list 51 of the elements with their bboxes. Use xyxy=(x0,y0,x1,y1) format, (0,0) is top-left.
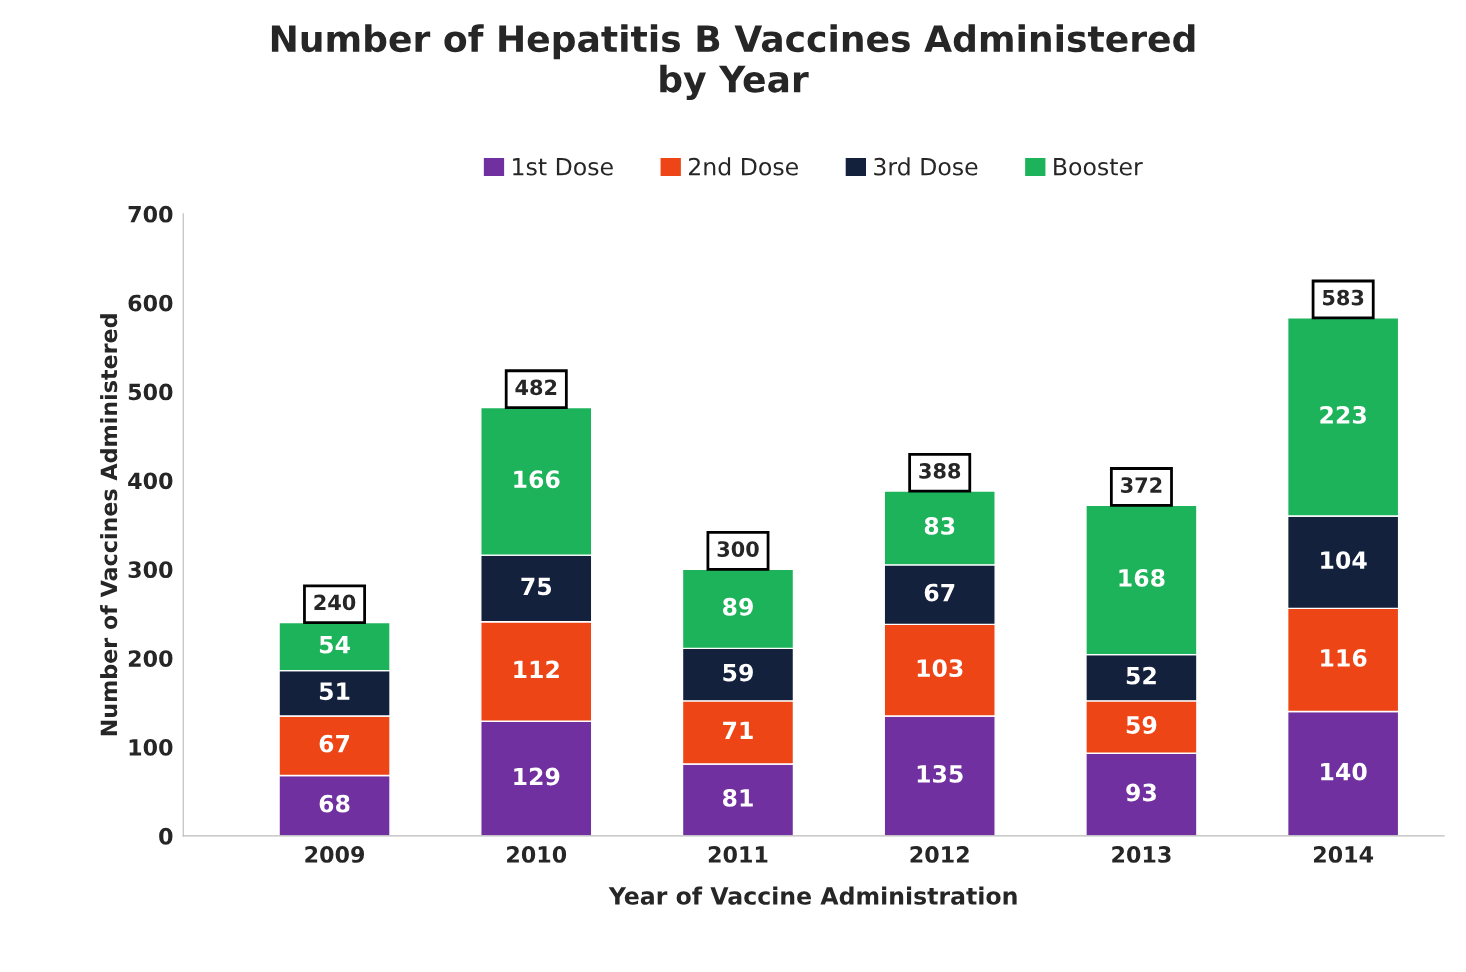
data-label: 166 xyxy=(514,470,560,489)
y-tick-label: 400 xyxy=(128,472,173,490)
data-label: 83 xyxy=(924,516,955,535)
y-tick-label: 500 xyxy=(128,383,173,401)
data-label: 54 xyxy=(319,635,350,654)
data-label: 59 xyxy=(723,663,753,682)
data-label: 52 xyxy=(1126,666,1156,685)
y-tick-label: 600 xyxy=(128,294,173,312)
data-label: 140 xyxy=(1321,762,1367,781)
legend-label: 1st Dose xyxy=(513,158,613,176)
data-label: 93 xyxy=(1126,783,1156,802)
data-label: 103 xyxy=(917,659,963,678)
x-tick-label: 2013 xyxy=(1112,846,1171,863)
data-label: 81 xyxy=(723,788,753,807)
x-axis-title: Year of Vaccine Administration xyxy=(608,886,1017,905)
x-tick-label: 2011 xyxy=(708,846,768,863)
data-label: 67 xyxy=(924,583,955,602)
data-label: 71 xyxy=(723,721,753,739)
data-label: 223 xyxy=(1320,405,1366,424)
data-label: 168 xyxy=(1119,568,1165,587)
data-label: 129 xyxy=(514,767,560,786)
data-label: 116 xyxy=(1321,648,1367,667)
data-label: 135 xyxy=(917,764,963,783)
x-tick-label: 2010 xyxy=(507,846,567,863)
legend-label: 3rd Dose xyxy=(874,157,978,176)
x-tick-label: 2012 xyxy=(910,846,969,863)
y-tick-label: 700 xyxy=(128,205,173,223)
y-tick-label: 300 xyxy=(128,561,173,579)
y-axis-title: Number of Vaccines Administered xyxy=(100,314,118,736)
data-label: 89 xyxy=(723,597,753,616)
total-label: 372 xyxy=(1121,477,1162,493)
data-label: 67 xyxy=(319,734,350,753)
total-label: 583 xyxy=(1323,289,1364,306)
data-label: 59 xyxy=(1126,716,1157,734)
total-label: 300 xyxy=(717,541,759,557)
data-label: 51 xyxy=(319,682,350,701)
data-label: 75 xyxy=(521,577,552,596)
x-tick-label: 2009 xyxy=(305,846,365,863)
y-tick-label: 0 xyxy=(159,827,173,845)
y-tick-label: 100 xyxy=(129,739,173,756)
x-tick-label: 2014 xyxy=(1313,846,1374,863)
chart-title: Number of Hepatitis B Vaccines Administered by Year xyxy=(271,24,1195,100)
data-label: 104 xyxy=(1321,551,1367,570)
y-tick-label: 200 xyxy=(128,650,173,667)
legend-label: Booster xyxy=(1054,158,1143,176)
legend-label: 2nd Dose xyxy=(688,157,798,176)
total-label: 482 xyxy=(515,379,557,396)
data-label: 112 xyxy=(514,660,559,679)
total-label: 240 xyxy=(314,594,356,611)
data-label: 68 xyxy=(319,794,350,813)
total-label: 388 xyxy=(919,462,961,479)
